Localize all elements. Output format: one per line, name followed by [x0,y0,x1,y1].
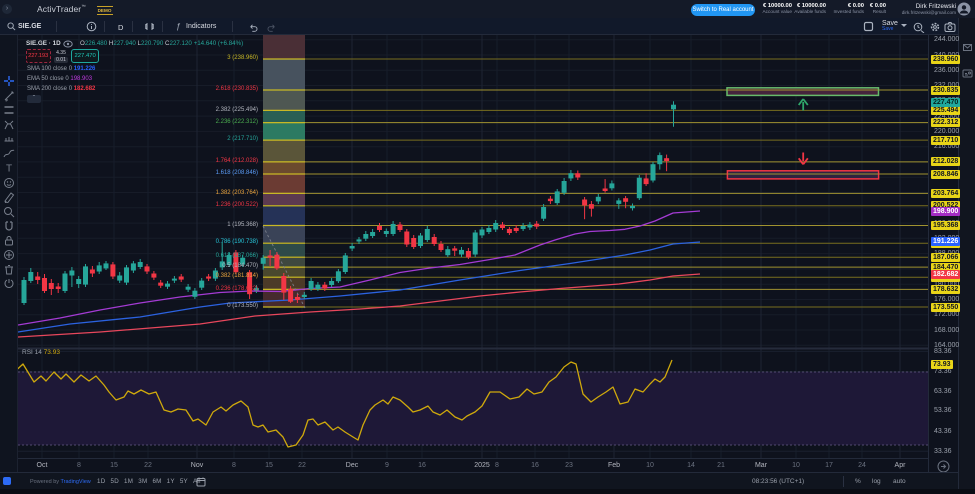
svg-text:T: T [6,164,12,175]
